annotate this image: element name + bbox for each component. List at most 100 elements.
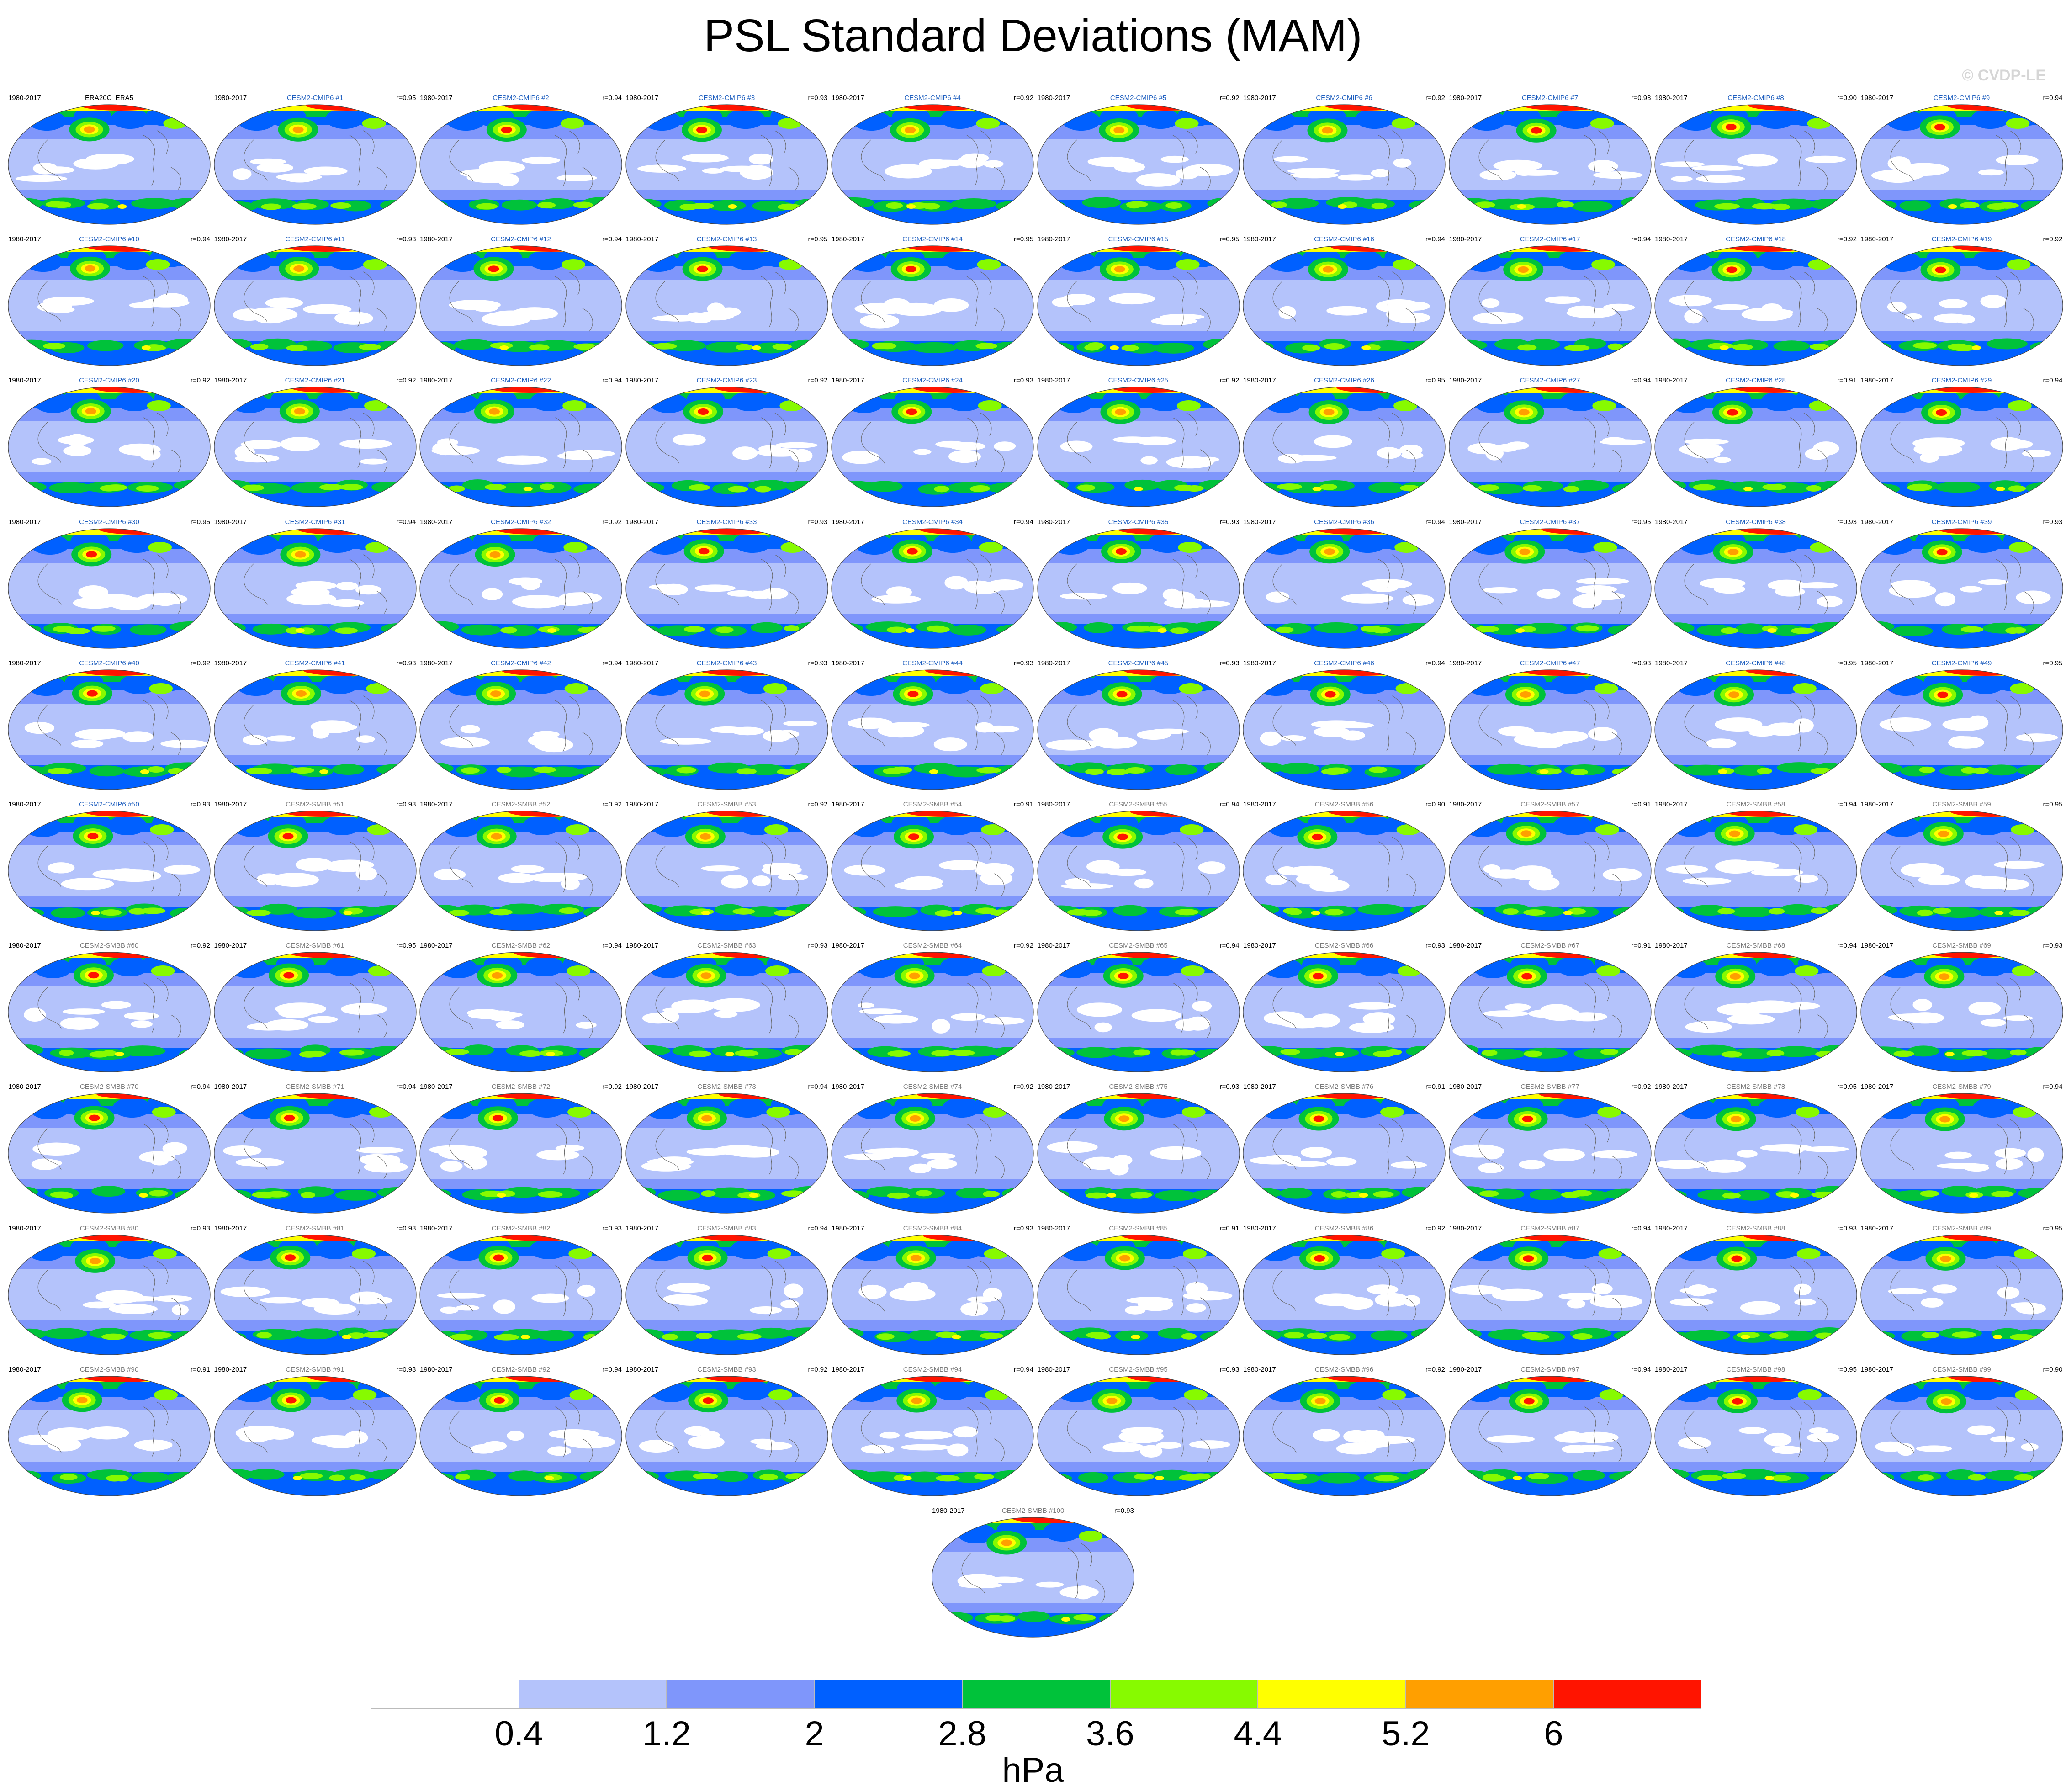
panel-title: CESM2-CMIP6 #27 — [1520, 376, 1580, 385]
panel-title: CESM2-SMBB #64 — [903, 942, 962, 950]
map-panel: 1980-2017 CESM2-SMBB #54 r=0.91 — [830, 801, 1035, 933]
panel-period: 1980-2017 — [1655, 518, 1688, 526]
panel-correlation: r=0.93 — [2043, 518, 2063, 526]
map-panel: 1980-2017 CESM2-SMBB #60 r=0.92 — [6, 942, 212, 1074]
panel-correlation: r=0.92 — [191, 376, 210, 385]
map-panel: 1980-2017 CESM2-SMBB #90 r=0.91 — [6, 1366, 212, 1498]
panel-period: 1980-2017 — [625, 376, 659, 385]
panel-correlation: r=0.93 — [808, 659, 828, 667]
panel-period: 1980-2017 — [1243, 1224, 1276, 1232]
panel-correlation: r=0.94 — [1425, 235, 1445, 244]
panel-correlation: r=0.93 — [191, 801, 210, 808]
panel-period: 1980-2017 — [1037, 1365, 1070, 1373]
panel-period: 1980-2017 — [420, 1224, 453, 1232]
psl-stddev-map — [932, 1517, 1134, 1638]
map-panel: 1980-2017 CESM2-SMBB #62 r=0.94 — [418, 942, 624, 1074]
panel-period: 1980-2017 — [1243, 942, 1276, 950]
panel-title: CESM2-CMIP6 #28 — [1726, 376, 1786, 385]
panel-period: 1980-2017 — [625, 659, 659, 667]
panel-title: CESM2-SMBB #89 — [1932, 1224, 1991, 1232]
panel-title: CESM2-SMBB #96 — [1314, 1365, 1374, 1373]
panel-period: 1980-2017 — [625, 518, 659, 526]
psl-stddev-map — [1654, 811, 1857, 931]
panel-period: 1980-2017 — [832, 801, 864, 808]
panel-period: 1980-2017 — [420, 94, 453, 102]
panel-title: CESM2-SMBB #65 — [1109, 942, 1168, 950]
panel-correlation: r=0.92 — [1837, 235, 1857, 244]
map-panel: 1980-2017 CESM2-CMIP6 #8 r=0.90 — [1653, 94, 1859, 227]
psl-stddev-map — [831, 811, 1034, 931]
psl-stddev-map — [1654, 387, 1857, 507]
map-panel: 1980-2017 CESM2-SMBB #99 r=0.90 — [1859, 1366, 2065, 1498]
psl-stddev-map — [1037, 245, 1240, 366]
panel-period: 1980-2017 — [8, 235, 41, 244]
panel-title: CESM2-SMBB #88 — [1726, 1224, 1785, 1232]
panel-correlation: r=0.92 — [191, 659, 210, 667]
psl-stddev-map — [1448, 1093, 1652, 1214]
panel-title: CESM2-CMIP6 #19 — [1931, 235, 1992, 244]
map-panel: 1980-2017 CESM2-CMIP6 #4 r=0.92 — [830, 94, 1035, 227]
psl-stddev-map — [1654, 952, 1857, 1072]
map-panel: 1980-2017 CESM2-CMIP6 #50 r=0.93 — [6, 801, 212, 933]
figure-title: PSL Standard Deviations (MAM) — [704, 10, 1362, 61]
map-panel: 1980-2017 CESM2-CMIP6 #10 r=0.94 — [6, 235, 212, 368]
panel-correlation: r=0.93 — [1114, 1507, 1134, 1515]
panel-correlation: r=0.94 — [808, 1083, 828, 1091]
panel-correlation: r=0.94 — [191, 235, 210, 244]
map-panel: 1980-2017 CESM2-SMBB #68 r=0.94 — [1653, 942, 1859, 1074]
panel-period: 1980-2017 — [8, 942, 41, 950]
psl-stddev-map — [1860, 245, 2063, 366]
map-panel: 1980-2017 CESM2-CMIP6 #47 r=0.93 — [1447, 659, 1653, 792]
map-panel: 1980-2017 CESM2-SMBB #65 r=0.94 — [1036, 942, 1241, 1074]
panel-period: 1980-2017 — [1037, 1224, 1070, 1232]
map-panel: 1980-2017 CESM2-SMBB #75 r=0.93 — [1036, 1083, 1241, 1215]
psl-stddev-map — [1243, 528, 1446, 649]
map-panel: 1980-2017 CESM2-SMBB #53 r=0.92 — [624, 801, 830, 933]
psl-stddev-map — [1860, 104, 2063, 225]
map-panel: 1980-2017 CESM2-CMIP6 #11 r=0.93 — [212, 235, 418, 368]
panel-correlation: r=0.92 — [1014, 1083, 1033, 1091]
psl-stddev-map — [1037, 104, 1240, 225]
panel-correlation: r=0.95 — [1837, 1365, 1857, 1373]
panel-period: 1980-2017 — [214, 1224, 247, 1232]
psl-stddev-map — [831, 104, 1034, 225]
map-panel: 1980-2017 CESM2-SMBB #94 r=0.94 — [830, 1366, 1035, 1498]
psl-stddev-map — [213, 1376, 417, 1496]
psl-stddev-map — [419, 387, 622, 507]
panel-title: CESM2-SMBB #61 — [286, 942, 344, 950]
panel-title: CESM2-SMBB #51 — [286, 801, 344, 808]
map-panel: 1980-2017 CESM2-SMBB #84 r=0.93 — [830, 1225, 1035, 1357]
map-panel: 1980-2017 CESM2-SMBB #82 r=0.93 — [418, 1225, 624, 1357]
psl-stddev-map — [625, 387, 828, 507]
panel-title: CESM2-CMIP6 #13 — [696, 235, 757, 244]
psl-stddev-map — [8, 528, 211, 649]
panel-title: CESM2-SMBB #87 — [1520, 1224, 1579, 1232]
panel-period: 1980-2017 — [1655, 942, 1688, 950]
panel-title: CESM2-SMBB #93 — [697, 1365, 756, 1373]
panel-period: 1980-2017 — [1243, 1083, 1276, 1091]
panel-correlation: r=0.94 — [1219, 801, 1240, 808]
panel-title: CESM2-CMIP6 #9 — [1933, 94, 1990, 102]
psl-stddev-map — [1037, 952, 1240, 1072]
map-panel: 1980-2017 CESM2-SMBB #67 r=0.91 — [1447, 942, 1653, 1074]
panel-title: CESM2-SMBB #59 — [1932, 801, 1991, 808]
psl-stddev-map — [8, 669, 211, 790]
panel-period: 1980-2017 — [625, 801, 659, 808]
map-panel: 1980-2017 CESM2-CMIP6 #28 r=0.91 — [1653, 376, 1859, 509]
panel-title: CESM2-CMIP6 #42 — [491, 659, 551, 667]
psl-stddev-map — [213, 811, 417, 931]
panel-correlation: r=0.93 — [2043, 942, 2063, 950]
panel-period: 1980-2017 — [214, 94, 247, 102]
panel-period: 1980-2017 — [420, 942, 453, 950]
panel-title: CESM2-SMBB #98 — [1726, 1365, 1785, 1373]
panel-title: CESM2-CMIP6 #36 — [1314, 518, 1374, 526]
panel-period: 1980-2017 — [1037, 801, 1070, 808]
psl-stddev-map — [1243, 1093, 1446, 1214]
panel-correlation: r=0.93 — [1425, 942, 1445, 950]
psl-stddev-map — [831, 387, 1034, 507]
psl-stddev-map — [213, 1234, 417, 1355]
panel-correlation: r=0.93 — [1837, 518, 1857, 526]
panel-correlation: r=0.91 — [1631, 942, 1651, 950]
panel-correlation: r=0.93 — [396, 801, 416, 808]
panel-correlation: r=0.94 — [2043, 94, 2063, 102]
